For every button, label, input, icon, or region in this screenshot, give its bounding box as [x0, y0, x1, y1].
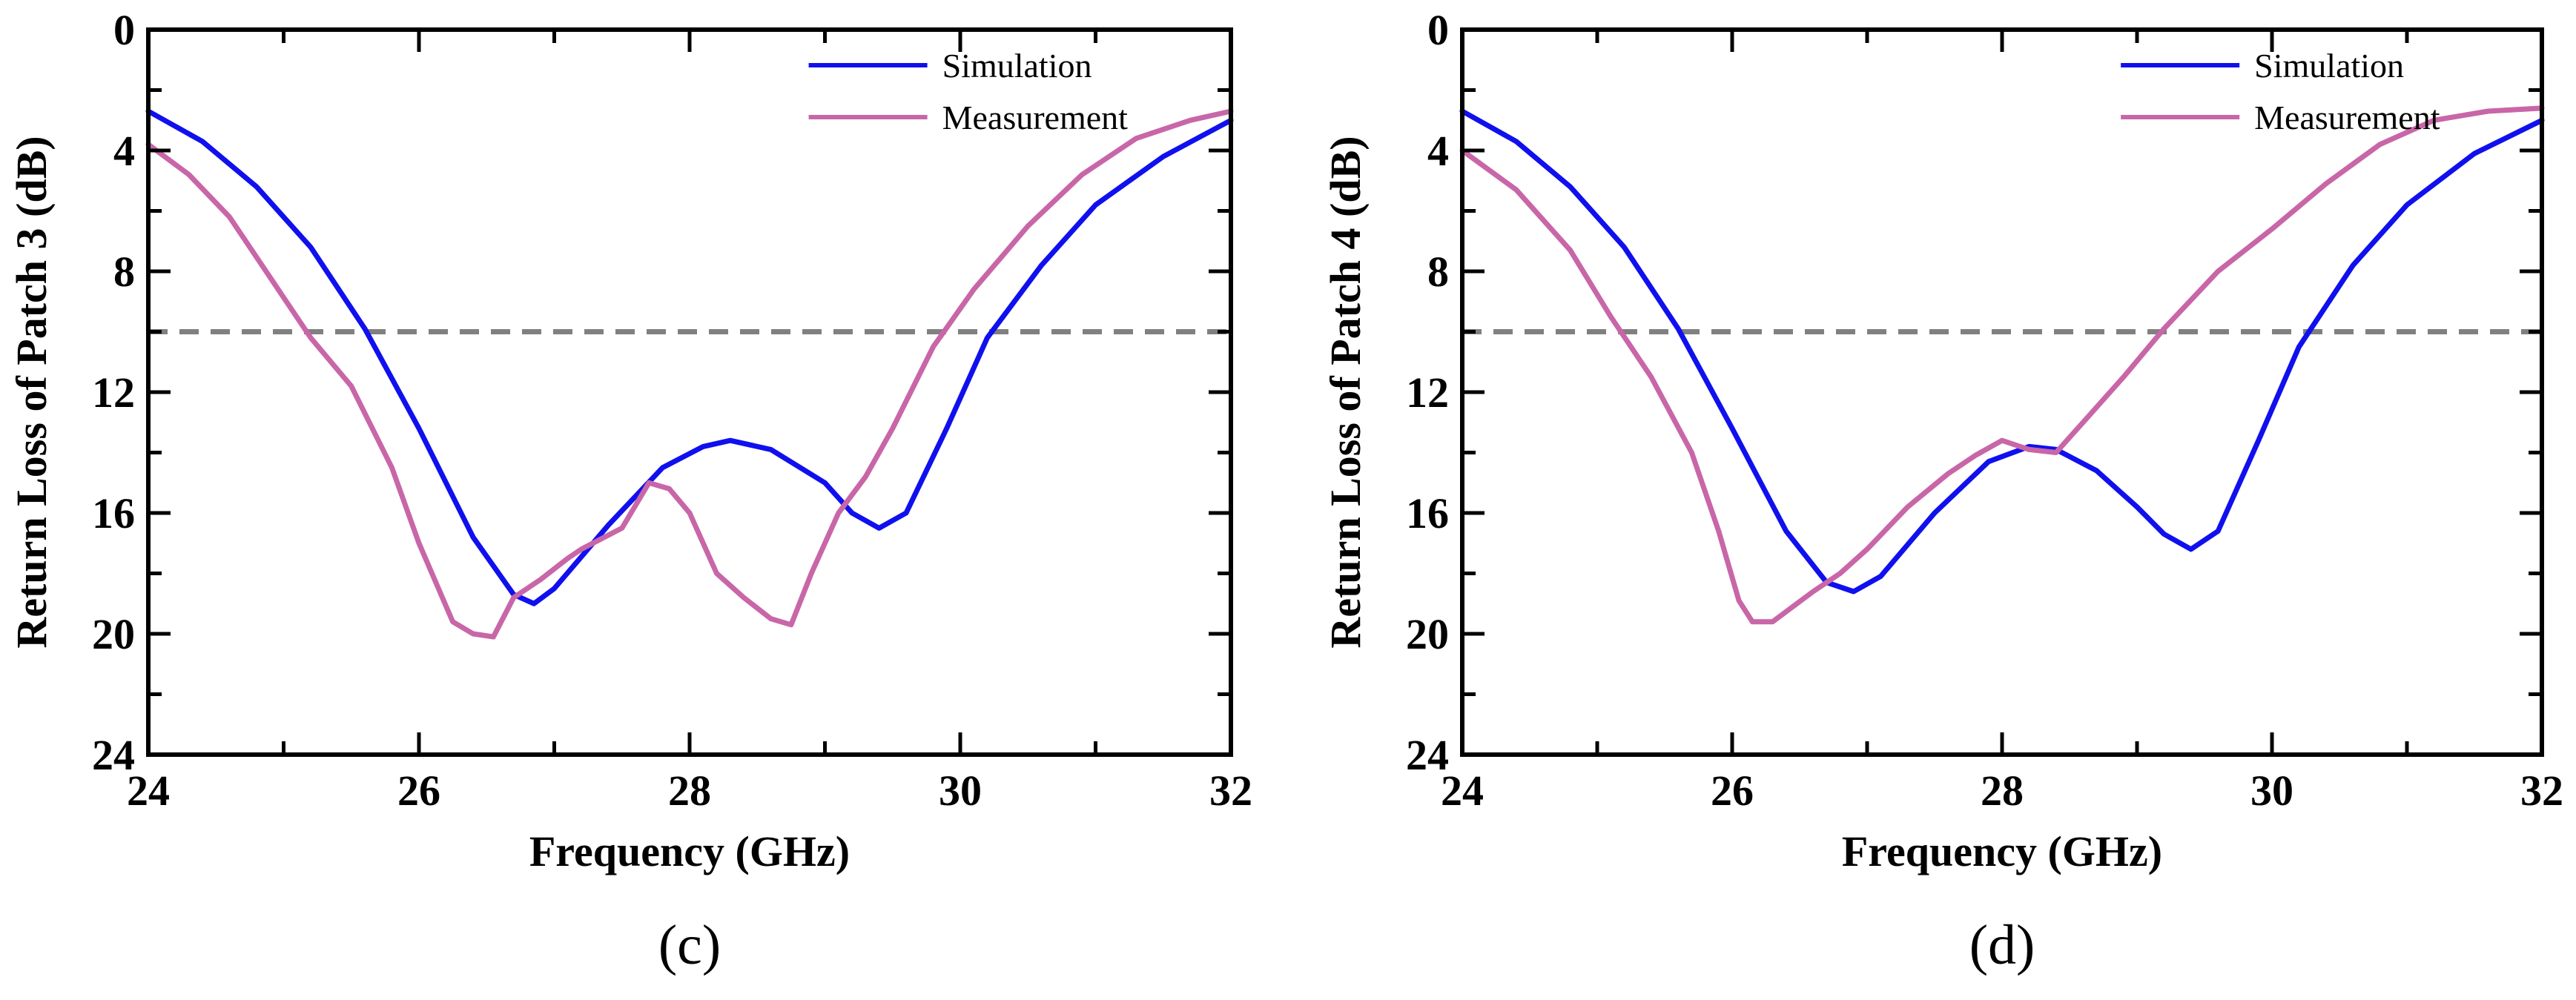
y-tick-label: 16 [1406, 489, 1449, 537]
x-tick-label: 26 [397, 766, 440, 815]
legend: Simulation Measurement [808, 47, 1129, 136]
x-tick-label: 30 [939, 766, 982, 815]
y-tick-label: 20 [1406, 610, 1449, 658]
legend-label-measurement: Measurement [2254, 99, 2440, 136]
x-axis-label: Frequency (GHz) [1842, 827, 2162, 875]
x-axis-label: Frequency (GHz) [529, 827, 850, 875]
y-tick-label: 0 [1427, 6, 1449, 54]
y-axis-label: Return Loss of Patch 3 (dB) [7, 136, 56, 648]
series-line-simulation [1459, 108, 2545, 595]
series-line-measurement [145, 108, 1234, 640]
x-tick-label: 30 [2250, 766, 2293, 815]
legend-label-measurement: Measurement [942, 99, 1129, 136]
legend-label-simulation: Simulation [2254, 47, 2404, 85]
x-tick-label: 24 [1441, 766, 1484, 815]
series-line-measurement [1459, 105, 2545, 625]
x-tick-label: 26 [1711, 766, 1754, 815]
plot-marks [145, 27, 1234, 757]
panel-caption: (d) [1969, 914, 2035, 976]
plot-frame [146, 27, 1233, 757]
y-tick-label: 0 [113, 6, 135, 54]
y-tick-label: 4 [1427, 127, 1449, 175]
x-tick-label: 32 [2520, 766, 2563, 815]
y-tick-label: 20 [92, 610, 135, 658]
x-tick-label: 24 [127, 766, 170, 815]
y-tick-label: 4 [113, 127, 135, 175]
panel-caption: (c) [658, 914, 721, 976]
y-tick-label: 12 [92, 368, 135, 417]
y-tick-label: 12 [1406, 368, 1449, 417]
series-line-simulation [145, 108, 1234, 606]
y-axis-label: Return Loss of Patch 4 (dB) [1321, 136, 1370, 648]
y-tick-label: 24 [92, 731, 135, 779]
legend-label-simulation: Simulation [942, 47, 1092, 85]
plot-marks [1459, 27, 2545, 757]
y-tick-label: 8 [1427, 248, 1449, 296]
panel-d: Return Loss of Patch 4 (dB) Frequency (G… [1321, 6, 2563, 976]
plot-frame [1460, 27, 2544, 757]
x-tick-label: 28 [668, 766, 711, 815]
y-tick-label: 24 [1406, 731, 1449, 779]
y-tick-label: 16 [92, 489, 135, 537]
x-tick-label: 28 [1981, 766, 2024, 815]
legend: Simulation Measurement [2121, 47, 2440, 136]
panel-c: Return Loss of Patch 3 (dB) Frequency (G… [7, 6, 1252, 976]
x-tick-label: 32 [1209, 766, 1252, 815]
y-tick-label: 8 [113, 248, 135, 296]
